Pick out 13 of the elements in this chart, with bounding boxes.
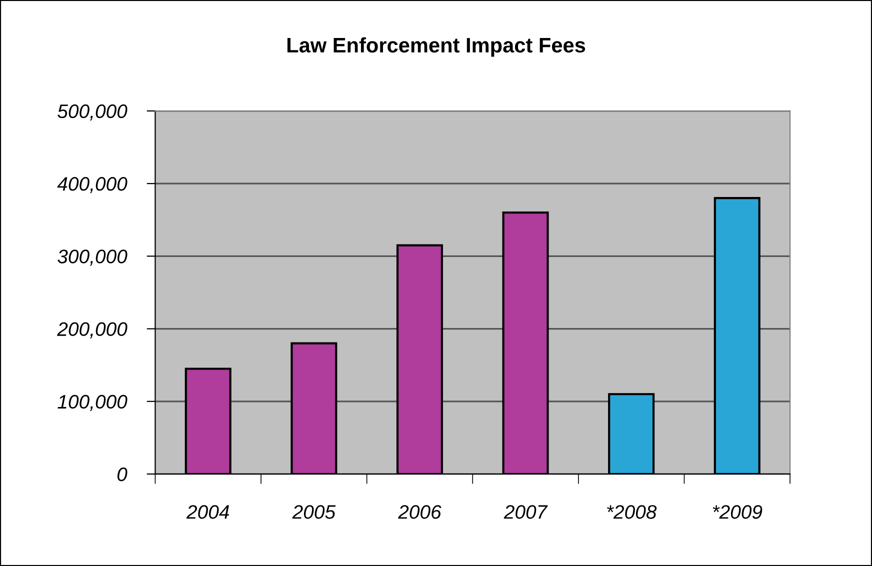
x-tick-label: 2004 bbox=[186, 505, 230, 519]
x-tick-label: 2007 bbox=[504, 505, 548, 519]
y-tick-label: 0 bbox=[117, 467, 128, 482]
y-tick-label: 100,000 bbox=[58, 394, 128, 411]
chart-title: Law Enforcement Impact Fees bbox=[287, 37, 586, 57]
y-tick-label: 500,000 bbox=[58, 104, 128, 120]
x-tick-label: 2006 bbox=[398, 505, 442, 519]
x-tick-label: 2005 bbox=[292, 505, 336, 519]
x-tick-label: *2008 bbox=[607, 505, 657, 519]
x-tick-label: *2009 bbox=[712, 505, 762, 519]
y-tick-label: 200,000 bbox=[57, 322, 128, 338]
y-tick-label: 400,000 bbox=[57, 177, 128, 194]
y-tick-label: 300,000 bbox=[58, 250, 128, 266]
